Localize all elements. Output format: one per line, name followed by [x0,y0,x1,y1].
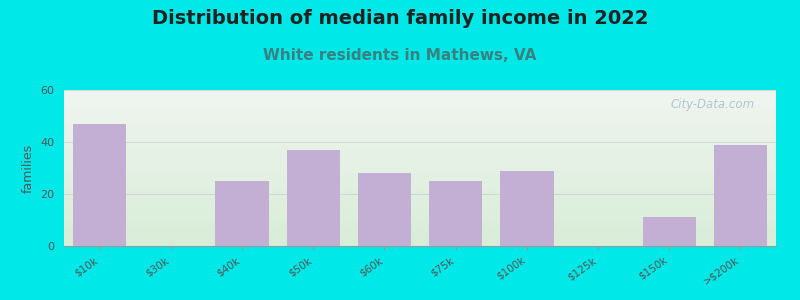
Bar [429,181,482,246]
Text: City-Data.com: City-Data.com [670,98,754,111]
Bar [358,173,411,246]
Bar [73,124,126,246]
Bar [215,181,269,246]
Bar [286,150,340,246]
Bar [642,218,696,246]
Bar [714,145,767,246]
Bar [500,171,554,246]
Text: White residents in Mathews, VA: White residents in Mathews, VA [263,48,537,63]
Y-axis label: families: families [22,143,34,193]
Text: Distribution of median family income in 2022: Distribution of median family income in … [152,9,648,28]
